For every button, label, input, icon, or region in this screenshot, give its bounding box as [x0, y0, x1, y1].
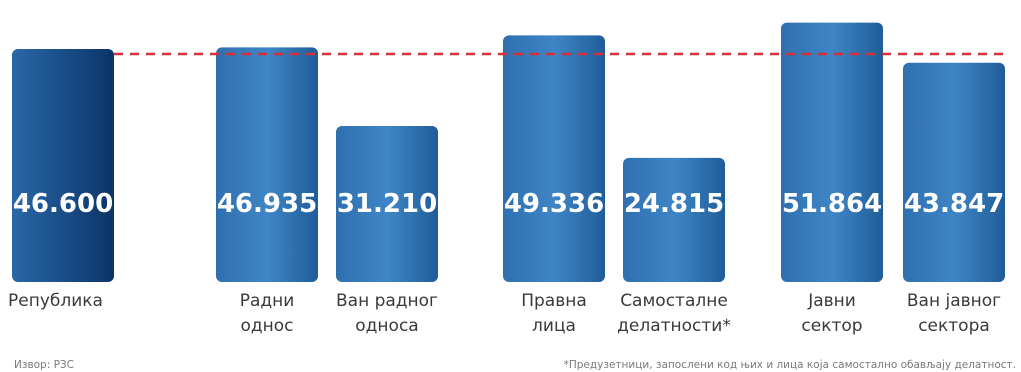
category-label-3-0: Правна: [521, 291, 587, 311]
bar-5: [781, 22, 883, 283]
value-label-4: 24.815: [624, 189, 724, 219]
bar-3: [503, 35, 605, 282]
bars: [12, 22, 1005, 283]
value-label-5: 51.864: [782, 189, 882, 219]
category-label-0-0: Република: [8, 291, 103, 311]
value-label-0: 46.600: [13, 189, 113, 219]
footnote: *Предузетници, запослени код њих и лица …: [564, 359, 1016, 371]
category-label-2-1: односа: [355, 316, 418, 336]
value-labels: 46.600 46.935 31.210 49.336 24.815 51.864 43.8…: [13, 189, 1004, 219]
category-label-6-1: сектора: [918, 316, 990, 336]
value-label-2: 31.210: [337, 189, 437, 219]
category-label-4-0: Самосталне: [620, 291, 728, 311]
category-label-5-0: Јавни: [807, 291, 856, 311]
bar-0: [12, 49, 114, 282]
value-label-6: 43.847: [904, 189, 1004, 219]
bar-1: [216, 47, 318, 283]
category-label-1-0: Радни: [240, 291, 295, 311]
bar-2: [336, 125, 438, 282]
bar-4: [623, 157, 725, 282]
category-label-2-0: Ван радног: [336, 291, 438, 311]
category-labels: Република Радни однос Ван радног односа Правн…: [8, 291, 1001, 336]
category-label-3-1: лица: [532, 316, 576, 336]
category-label-6-0: Ван јавног: [907, 291, 1001, 311]
category-label-5-1: сектор: [801, 316, 862, 336]
value-label-1: 46.935: [217, 189, 317, 219]
bar-6: [903, 62, 1005, 282]
category-label-1-1: однос: [240, 316, 293, 336]
category-label-4-1: делатности*: [617, 316, 731, 336]
value-label-3: 49.336: [504, 189, 604, 219]
source-note: Извор: РЗС: [14, 359, 74, 371]
